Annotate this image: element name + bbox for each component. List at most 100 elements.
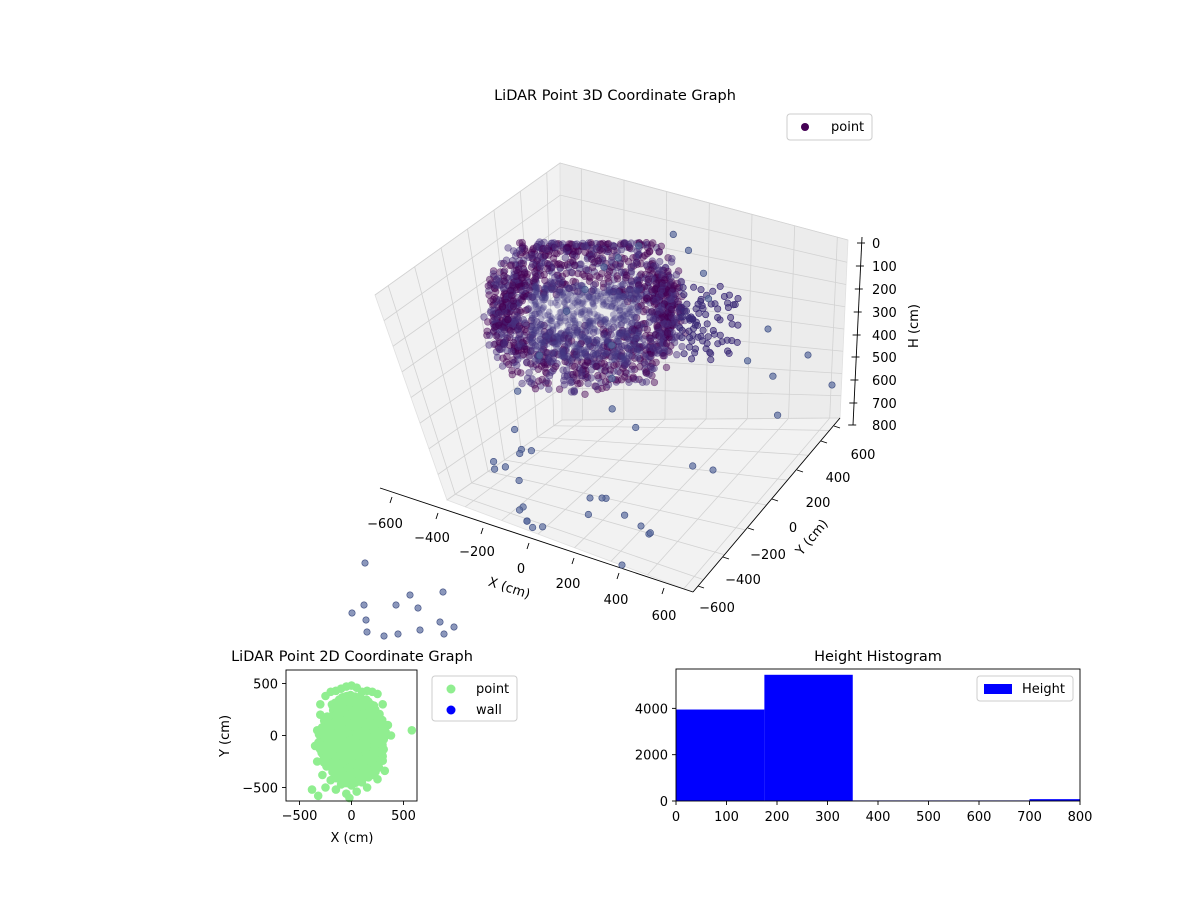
- cloud-point: [536, 262, 545, 271]
- cloud-point: [635, 329, 643, 336]
- cloud-point: [500, 277, 508, 285]
- cloud-point: [622, 296, 630, 304]
- cloud-point: [594, 371, 602, 380]
- x-tick: [571, 557, 575, 565]
- data-point: [490, 458, 498, 466]
- grid-line: [487, 471, 746, 531]
- y-tick-label: −600: [699, 601, 735, 616]
- z-tick-label: 800: [872, 419, 897, 434]
- y-tick-label: 400: [826, 471, 851, 486]
- cloud-point: [544, 334, 552, 342]
- cloud-point: [624, 329, 632, 337]
- cloud-point: [617, 282, 624, 289]
- point-marker: [351, 704, 361, 714]
- cloud-point: [592, 382, 600, 391]
- x-tick-label: 600: [967, 810, 992, 825]
- cloud-point: [655, 248, 663, 256]
- data-point: [669, 230, 677, 238]
- data-point: [769, 372, 777, 380]
- point-marker: [350, 697, 359, 706]
- x-tick-label: 300: [815, 810, 840, 825]
- z-tick-label: 600: [872, 374, 897, 389]
- x-tick: [661, 587, 665, 595]
- cloud-point: [607, 281, 615, 289]
- cloud-point: [522, 358, 531, 366]
- cloud-point: [489, 270, 497, 278]
- data-point: [581, 285, 589, 294]
- data-point: [614, 254, 622, 262]
- x-tick: [480, 527, 484, 535]
- cloud-point: [711, 300, 719, 308]
- cloud-point: [589, 291, 597, 298]
- data-point: [515, 476, 523, 485]
- cloud-point: [731, 300, 739, 308]
- data-point: [363, 628, 371, 636]
- histogram-title: Height Histogram: [814, 649, 942, 665]
- cloud-point: [577, 311, 585, 319]
- cloud-point: [666, 295, 675, 304]
- cloud-point: [588, 263, 597, 272]
- cloud-point: [632, 259, 640, 267]
- cloud-point: [614, 263, 622, 272]
- cloud-point: [570, 261, 579, 269]
- cloud-point: [605, 287, 613, 295]
- cloud-point: [733, 338, 741, 346]
- cloud-point: [521, 269, 529, 277]
- y-tick-label: 600: [851, 448, 876, 463]
- cloud-point: [551, 362, 560, 371]
- cloud-point: [643, 240, 651, 249]
- cloud-point: [605, 267, 614, 276]
- cloud-point: [547, 312, 554, 320]
- cloud-point: [509, 247, 518, 255]
- point-marker: [369, 706, 378, 715]
- cloud-point: [639, 307, 648, 316]
- cloud-point: [538, 375, 546, 384]
- point-marker: [352, 787, 362, 796]
- chart-3d-legend: point: [786, 113, 873, 141]
- histogram-bar: [764, 674, 853, 801]
- data-point: [360, 601, 368, 609]
- data-point: [584, 510, 593, 519]
- data-point: [689, 462, 697, 470]
- data-point: [362, 616, 370, 624]
- cloud-point: [489, 295, 497, 304]
- data-point: [699, 269, 708, 277]
- cloud-point: [525, 369, 533, 377]
- point-marker: [326, 731, 336, 740]
- point-cloud-3d: [348, 230, 836, 640]
- cloud-point: [669, 285, 677, 293]
- data-point: [535, 352, 544, 360]
- cloud-point: [652, 358, 660, 367]
- point-marker: [310, 741, 320, 751]
- cloud-point: [589, 352, 597, 359]
- legend-marker-height: [984, 684, 1012, 694]
- cloud-point: [734, 321, 742, 329]
- cloud-point: [673, 351, 681, 359]
- cloud-point: [590, 281, 598, 289]
- grid-line: [455, 493, 704, 580]
- cloud-point: [509, 297, 518, 305]
- cloud-point: [495, 310, 503, 319]
- z-tick-label: 500: [872, 351, 897, 366]
- cloud-point: [533, 288, 541, 296]
- grid-line: [410, 291, 845, 398]
- grid-line: [374, 162, 849, 296]
- z-tick-label: 400: [872, 329, 897, 344]
- cloud-point: [559, 366, 567, 374]
- cloud-point: [718, 338, 726, 346]
- point-marker: [326, 775, 336, 785]
- cloud-point: [641, 360, 649, 368]
- data-point: [514, 387, 522, 395]
- data-point: [598, 494, 606, 502]
- data-point: [348, 609, 356, 617]
- point-marker: [331, 785, 341, 794]
- grid-line: [437, 387, 842, 475]
- cloud-point: [512, 266, 520, 274]
- point-marker: [357, 731, 367, 740]
- x-tick-label: −200: [459, 545, 495, 560]
- z-axis-label: H (cm): [907, 304, 922, 348]
- cloud-point: [539, 305, 547, 312]
- cloud-point: [567, 268, 575, 276]
- cloud-point: [606, 366, 614, 374]
